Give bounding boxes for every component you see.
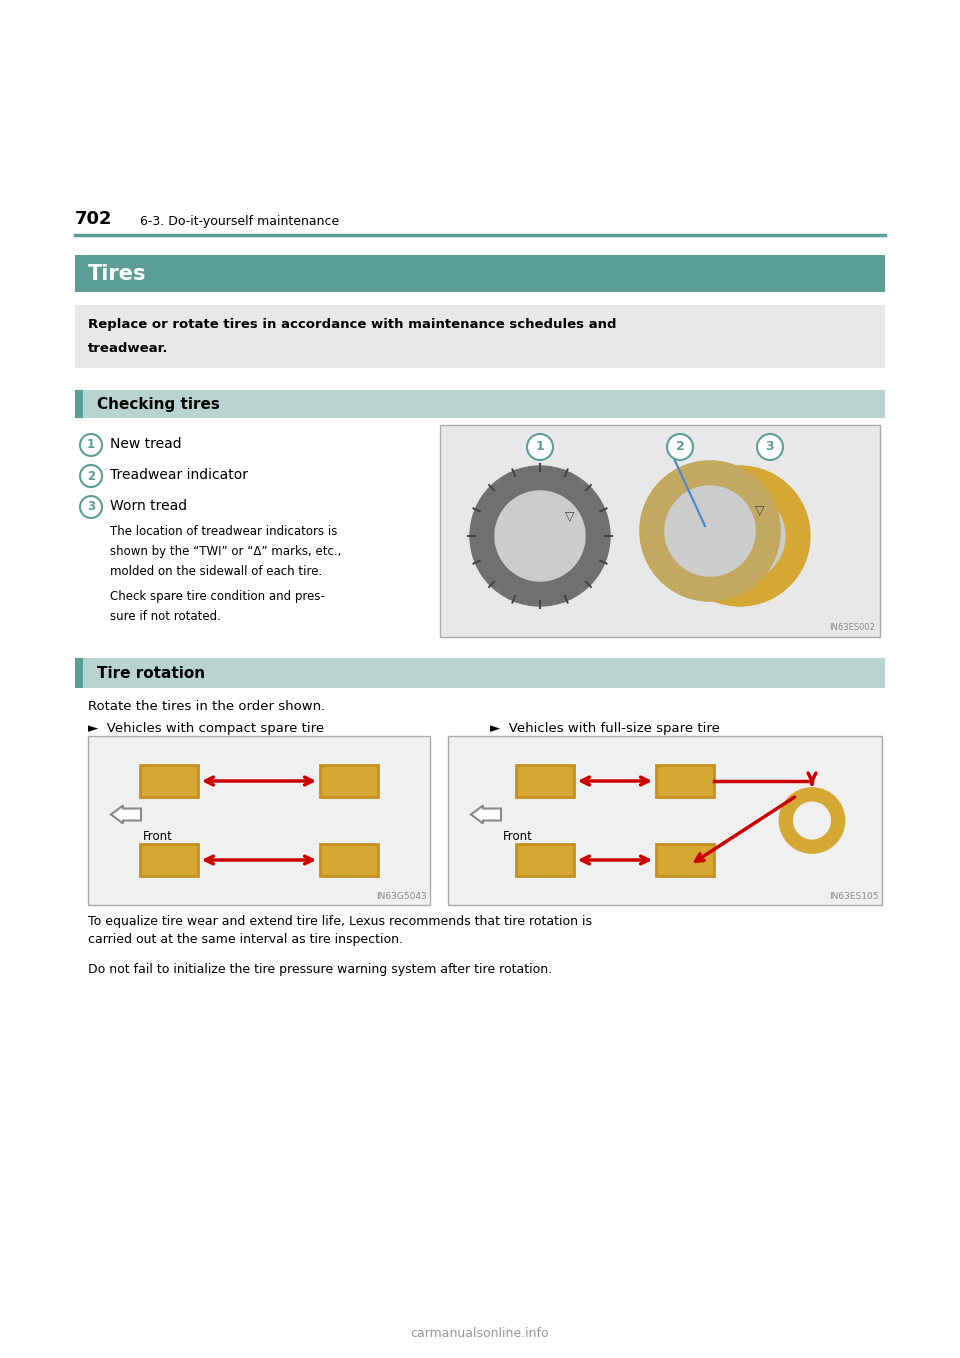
- FancyBboxPatch shape: [83, 659, 885, 689]
- FancyBboxPatch shape: [516, 845, 574, 876]
- FancyBboxPatch shape: [516, 765, 574, 797]
- FancyBboxPatch shape: [75, 659, 83, 689]
- Text: ►  Vehicles with full-size spare tire: ► Vehicles with full-size spare tire: [490, 722, 720, 735]
- Text: IN63ES105: IN63ES105: [829, 892, 879, 900]
- Text: Tires: Tires: [88, 263, 147, 284]
- Text: 1: 1: [536, 440, 544, 454]
- Text: sure if not rotated.: sure if not rotated.: [110, 610, 221, 623]
- FancyBboxPatch shape: [656, 845, 714, 876]
- Text: carmanualsonline.info: carmanualsonline.info: [411, 1327, 549, 1340]
- Circle shape: [670, 466, 810, 606]
- FancyBboxPatch shape: [88, 736, 430, 904]
- Text: New tread: New tread: [110, 437, 181, 451]
- Circle shape: [527, 435, 553, 460]
- FancyBboxPatch shape: [320, 765, 378, 797]
- Text: Worn tread: Worn tread: [110, 498, 187, 513]
- FancyBboxPatch shape: [440, 425, 880, 637]
- Text: 3: 3: [766, 440, 775, 454]
- FancyBboxPatch shape: [656, 765, 714, 797]
- Circle shape: [640, 460, 780, 602]
- FancyBboxPatch shape: [448, 736, 882, 904]
- Circle shape: [667, 435, 693, 460]
- Text: 6-3. Do-it-yourself maintenance: 6-3. Do-it-yourself maintenance: [140, 215, 339, 228]
- Text: 2: 2: [676, 440, 684, 454]
- Circle shape: [757, 435, 783, 460]
- FancyBboxPatch shape: [75, 255, 885, 292]
- Text: IN63G5043: IN63G5043: [376, 892, 427, 900]
- FancyBboxPatch shape: [75, 306, 885, 368]
- Text: IN63ES002: IN63ES002: [829, 623, 875, 631]
- Text: 1: 1: [87, 439, 95, 451]
- FancyArrow shape: [111, 805, 141, 823]
- Text: 702: 702: [75, 210, 112, 228]
- Text: Do not fail to initialize the tire pressure warning system after tire rotation.: Do not fail to initialize the tire press…: [88, 963, 552, 976]
- FancyBboxPatch shape: [140, 845, 198, 876]
- Circle shape: [640, 460, 780, 602]
- Text: Replace or rotate tires in accordance with maintenance schedules and: Replace or rotate tires in accordance wi…: [88, 318, 616, 331]
- FancyBboxPatch shape: [140, 765, 198, 797]
- Text: ▽: ▽: [565, 509, 575, 523]
- Text: ▽: ▽: [756, 505, 765, 517]
- FancyBboxPatch shape: [83, 390, 885, 418]
- Text: Front: Front: [143, 830, 173, 842]
- Text: Tire rotation: Tire rotation: [97, 665, 205, 680]
- FancyBboxPatch shape: [75, 390, 83, 418]
- Text: 3: 3: [87, 501, 95, 513]
- Text: The location of treadwear indicators is: The location of treadwear indicators is: [110, 526, 337, 538]
- Circle shape: [470, 466, 610, 606]
- Text: To equalize tire wear and extend tire life, Lexus recommends that tire rotation : To equalize tire wear and extend tire li…: [88, 915, 592, 928]
- Text: treadwear.: treadwear.: [88, 342, 169, 354]
- Text: 2: 2: [87, 470, 95, 482]
- Text: Treadwear indicator: Treadwear indicator: [110, 469, 248, 482]
- Circle shape: [780, 789, 844, 853]
- Text: molded on the sidewall of each tire.: molded on the sidewall of each tire.: [110, 565, 323, 579]
- Text: Front: Front: [503, 830, 533, 842]
- Text: Check spare tire condition and pres-: Check spare tire condition and pres-: [110, 589, 324, 603]
- Text: Checking tires: Checking tires: [97, 397, 220, 411]
- Circle shape: [794, 803, 830, 838]
- Circle shape: [695, 492, 785, 581]
- FancyBboxPatch shape: [320, 845, 378, 876]
- Text: carried out at the same interval as tire inspection.: carried out at the same interval as tire…: [88, 933, 403, 947]
- Text: Rotate the tires in the order shown.: Rotate the tires in the order shown.: [88, 699, 325, 713]
- FancyArrow shape: [471, 805, 501, 823]
- Text: shown by the “TWI” or “Δ” marks, etc.,: shown by the “TWI” or “Δ” marks, etc.,: [110, 545, 342, 558]
- Circle shape: [665, 486, 755, 576]
- Text: ►  Vehicles with compact spare tire: ► Vehicles with compact spare tire: [88, 722, 324, 735]
- Circle shape: [495, 492, 585, 581]
